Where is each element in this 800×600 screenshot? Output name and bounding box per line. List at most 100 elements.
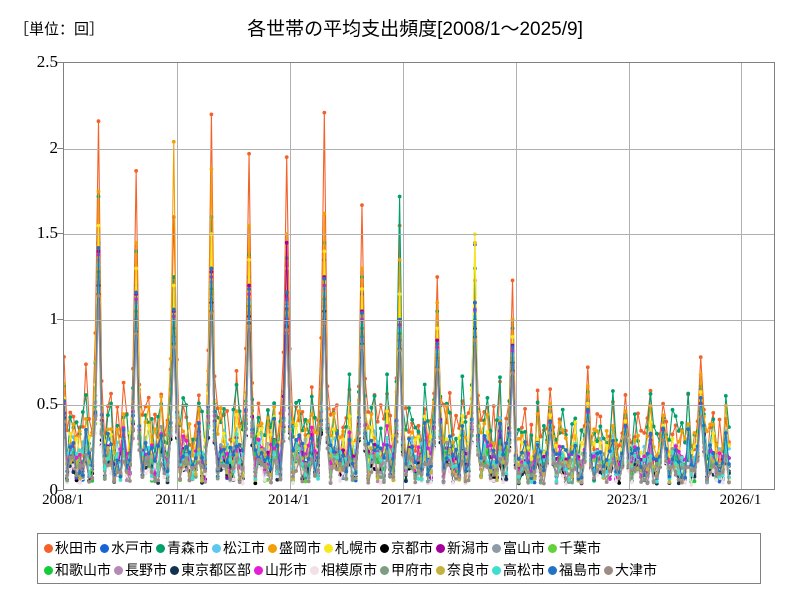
data-point <box>231 452 236 457</box>
data-point <box>149 470 154 475</box>
legend-item-京都市[interactable]: 京都市 <box>380 541 433 555</box>
legend-label: 水戸市 <box>111 540 153 556</box>
legend-item-大津市[interactable]: 大津市 <box>604 563 657 577</box>
data-point <box>247 283 251 288</box>
data-point <box>403 478 408 483</box>
legend-item-富山市[interactable]: 富山市 <box>492 541 545 555</box>
legend-marker-icon <box>380 565 389 575</box>
data-point <box>196 406 201 411</box>
legend-label: 甲府市 <box>391 562 433 578</box>
data-point <box>567 472 571 477</box>
data-point <box>360 287 364 291</box>
data-point <box>146 395 151 400</box>
legend-item-秋田市[interactable]: 秋田市 <box>44 541 97 555</box>
plot-area <box>63 62 775 490</box>
data-point <box>109 427 113 432</box>
data-point <box>106 431 110 436</box>
series-canvas <box>64 110 731 487</box>
data-point <box>193 433 198 438</box>
data-point <box>153 412 157 417</box>
data-point <box>303 461 308 466</box>
data-point <box>366 426 371 430</box>
legend-item-新潟市[interactable]: 新潟市 <box>436 541 489 555</box>
data-point <box>429 480 433 485</box>
legend-item-盛岡市[interactable]: 盛岡市 <box>268 541 321 555</box>
data-point <box>218 406 223 410</box>
legend-item-高松市[interactable]: 高松市 <box>492 563 545 577</box>
data-point <box>341 468 346 472</box>
x-tick-label: 2008/1 <box>42 492 84 508</box>
data-point <box>171 139 176 144</box>
data-point <box>491 472 496 477</box>
data-point <box>548 430 553 435</box>
data-point <box>520 425 524 430</box>
data-point <box>360 345 364 350</box>
data-point <box>485 429 490 434</box>
legend-item-奈良市[interactable]: 奈良市 <box>436 563 489 577</box>
legend-item-千葉市[interactable]: 千葉市 <box>548 541 601 555</box>
data-point <box>259 451 264 455</box>
y-tick-label: 0.5 <box>36 394 58 414</box>
legend-label: 福島市 <box>559 562 601 578</box>
data-point <box>121 412 126 417</box>
data-point <box>460 424 465 428</box>
data-point <box>632 412 637 417</box>
data-point <box>294 400 299 405</box>
data-point <box>143 441 148 445</box>
data-point <box>200 455 204 460</box>
data-point <box>344 477 349 481</box>
legend-label: 奈良市 <box>447 562 489 578</box>
data-point <box>247 324 251 329</box>
data-point <box>397 257 402 262</box>
legend-item-東京都区部[interactable]: 東京都区部 <box>170 563 251 577</box>
data-point <box>237 409 242 414</box>
data-point <box>300 428 305 433</box>
data-point <box>325 446 330 451</box>
legend-item-和歌山市[interactable]: 和歌山市 <box>44 563 111 577</box>
data-point <box>592 476 596 480</box>
y-tick-mark <box>57 318 63 320</box>
data-point <box>316 476 320 481</box>
data-point <box>137 448 142 452</box>
data-point <box>410 436 415 440</box>
data-point <box>109 401 113 406</box>
data-point <box>121 459 126 464</box>
data-point <box>369 405 374 410</box>
data-point <box>607 449 612 454</box>
legend-item-青森市[interactable]: 青森市 <box>156 541 209 555</box>
data-point <box>369 412 374 417</box>
legend-item-長野市[interactable]: 長野市 <box>114 563 167 577</box>
legend-label: 新潟市 <box>447 540 489 556</box>
data-point <box>265 477 270 482</box>
legend-row-2: 和歌山市 長野市 東京都区部 山形市 相模原市 甲府市 奈良市 高松市 福島市 大津市 <box>44 559 754 581</box>
data-point <box>353 465 358 470</box>
data-point <box>680 420 684 425</box>
data-point <box>316 468 320 473</box>
legend-item-甲府市[interactable]: 甲府市 <box>380 563 433 577</box>
data-point <box>472 338 477 343</box>
legend-item-札幌市[interactable]: 札幌市 <box>324 541 377 555</box>
legend-item-水戸市[interactable]: 水戸市 <box>100 541 153 555</box>
data-point <box>344 425 349 429</box>
legend-item-福島市[interactable]: 福島市 <box>548 563 601 577</box>
legend-item-相模原市[interactable]: 相模原市 <box>310 563 377 577</box>
legend-item-松江市[interactable]: 松江市 <box>212 541 265 555</box>
data-point <box>338 435 342 440</box>
data-point <box>196 401 201 406</box>
data-point <box>222 431 226 436</box>
data-point <box>363 442 368 447</box>
data-point <box>642 477 647 482</box>
legend-label: 高松市 <box>503 562 545 578</box>
data-point <box>651 456 656 461</box>
data-point <box>485 464 490 469</box>
data-point <box>498 457 502 462</box>
data-point <box>265 416 270 421</box>
data-point <box>425 419 430 423</box>
data-point <box>347 437 352 442</box>
data-point <box>74 420 79 425</box>
data-point <box>708 443 713 448</box>
legend-item-山形市[interactable]: 山形市 <box>254 563 307 577</box>
data-point <box>121 380 126 385</box>
data-point <box>313 472 317 477</box>
